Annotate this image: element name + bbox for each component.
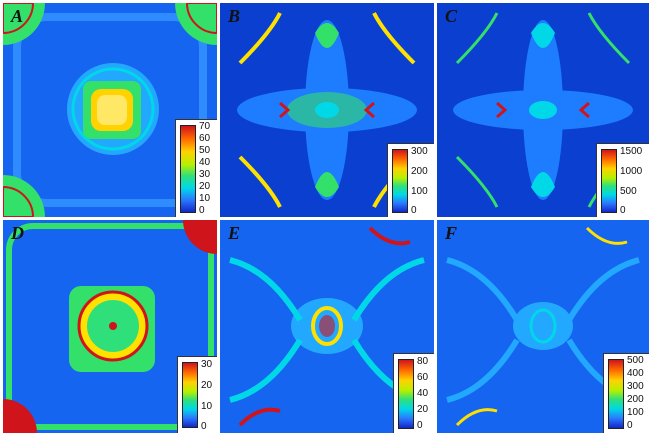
colorbar-tick: 1000 — [620, 166, 643, 177]
colorbar-gradient — [608, 359, 624, 429]
colorbar-tick: 1500 — [620, 146, 643, 157]
panel-d-label: D — [11, 223, 24, 243]
colorbar-gradient — [182, 362, 198, 428]
panel-f-label: F — [445, 223, 458, 243]
colorbar-tick: 10 — [201, 401, 213, 412]
colorbar-tick: 100 — [627, 407, 644, 418]
colorbar-tick: 200 — [627, 394, 644, 405]
colorbar-tick: 0 — [620, 205, 626, 216]
colorbar-tick: 0 — [411, 205, 417, 216]
panel-a: A 70 60 50 40 30 20 10 0 — [3, 3, 217, 217]
panel-b-colorbar: 300 200 100 0 — [387, 143, 434, 217]
colorbar-tick: 70 — [199, 121, 211, 132]
colorbar-gradient — [398, 359, 414, 429]
panel-e: E 80 60 40 20 0 — [220, 220, 434, 433]
panel-a-colorbar: 70 60 50 40 30 20 10 0 — [175, 119, 217, 217]
colorbar-tick: 40 — [417, 388, 429, 399]
colorbar-tick: 0 — [417, 420, 423, 431]
colorbar-tick: 0 — [201, 421, 207, 432]
colorbar-tick: 80 — [417, 356, 429, 367]
colorbar-tick: 60 — [199, 133, 211, 144]
panel-c: C 1500 1000 500 0 — [437, 3, 649, 217]
panel-c-label: C — [445, 6, 458, 26]
colorbar-tick: 30 — [199, 169, 211, 180]
panel-f-colorbar: 500 400 300 200 100 0 — [603, 353, 649, 433]
panel-f: F 500 400 300 200 100 0 — [437, 220, 649, 433]
colorbar-tick: 0 — [627, 420, 633, 431]
colorbar-tick: 40 — [199, 157, 211, 168]
colorbar-tick: 300 — [627, 381, 644, 392]
colorbar-tick: 500 — [627, 355, 644, 366]
colorbar-tick: 10 — [199, 193, 211, 204]
colorbar-tick: 20 — [201, 380, 213, 391]
panel-e-label: E — [228, 223, 241, 243]
panel-b-field — [220, 3, 434, 217]
colorbar-tick: 500 — [620, 186, 637, 197]
panel-e-colorbar: 80 60 40 20 0 — [393, 353, 434, 433]
panel-d: D 30 20 10 0 — [3, 220, 217, 433]
colorbar-tick: 400 — [627, 368, 644, 379]
colorbar-tick: 100 — [411, 186, 428, 197]
panel-a-label: A — [11, 6, 24, 26]
colorbar-gradient — [601, 149, 617, 213]
colorbar-tick: 300 — [411, 146, 428, 157]
colorbar-gradient — [392, 149, 408, 213]
panel-b-label: B — [228, 6, 241, 26]
panel-d-colorbar: 30 20 10 0 — [177, 356, 217, 433]
panel-e-field — [220, 220, 434, 433]
colorbar-tick: 20 — [417, 404, 429, 415]
colorbar-tick: 50 — [199, 145, 211, 156]
panel-a-field — [3, 3, 217, 217]
colorbar-tick: 200 — [411, 166, 428, 177]
panel-d-field — [3, 220, 217, 433]
panel-b: B 300 200 100 0 — [220, 3, 434, 217]
colorbar-gradient — [180, 125, 196, 213]
colorbar-tick: 30 — [201, 359, 213, 370]
colorbar-tick: 0 — [199, 205, 205, 216]
colorbar-tick: 20 — [199, 181, 211, 192]
panel-c-colorbar: 1500 1000 500 0 — [596, 143, 649, 217]
colorbar-tick: 60 — [417, 372, 429, 383]
